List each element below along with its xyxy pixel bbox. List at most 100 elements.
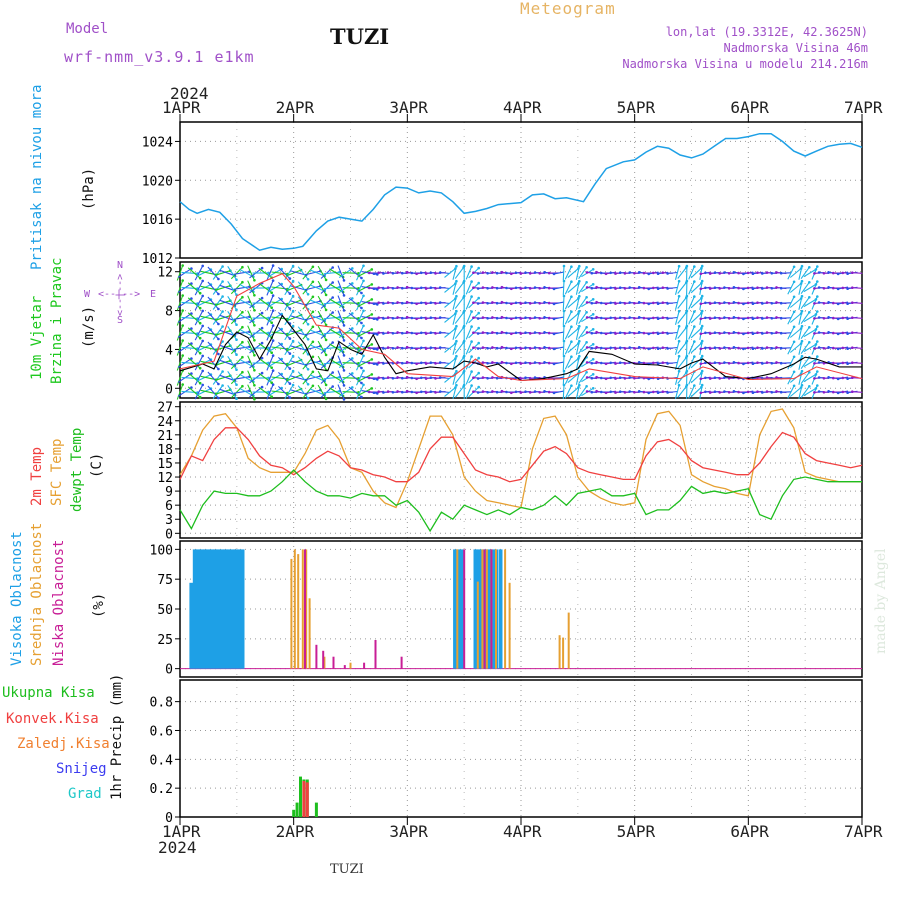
wind-arrow-head (841, 376, 845, 380)
cloud-bar (476, 581, 479, 669)
wind-arrow (454, 342, 465, 354)
wind-arrow-head (217, 322, 220, 326)
wind-arrow-head (476, 332, 480, 335)
wind-arrow-head (267, 390, 270, 394)
station-title: TUZI (330, 24, 390, 49)
wind-arrow-head (472, 316, 475, 320)
wind-arrow (329, 328, 344, 338)
wind-arrow-head (813, 272, 816, 275)
wind-arrow-head (476, 377, 480, 380)
wind-arrow-head (382, 302, 385, 305)
wind-arrow-head (372, 362, 376, 366)
wind-arrow (567, 267, 579, 279)
wind-arrow-head (832, 316, 835, 320)
wind-arrow (176, 265, 184, 281)
y-tick-label: 100 (150, 543, 173, 558)
wind-arrow-head (311, 340, 315, 344)
wind-arrow-head (775, 286, 778, 289)
temp-label-1: 2m Temp (29, 446, 45, 506)
wind-arrow (290, 270, 307, 276)
wind-arrow-head (391, 377, 395, 380)
wind-arrow-head (647, 287, 650, 291)
wind-arrow (667, 271, 678, 275)
wind-arrow-head (737, 316, 740, 320)
wind-arrow-head (267, 271, 270, 275)
wind-arrow (212, 296, 224, 310)
cloud-bar (199, 549, 204, 669)
wind-arrow-head (401, 301, 404, 305)
wind-arrow (214, 270, 231, 276)
wind-arrow-head (677, 309, 681, 313)
wind-arrow (690, 267, 702, 279)
wind-arrow-head (713, 346, 717, 350)
wind-arrow (309, 299, 325, 307)
x-label-top: 5APR (616, 98, 656, 117)
wind-arrow (196, 314, 212, 322)
wind-arrow-head (538, 347, 541, 350)
wind-arrow (674, 296, 680, 310)
wind-arrow (309, 388, 325, 396)
wind-arrow-head (652, 286, 655, 290)
wind-arrow-head (836, 332, 840, 336)
wind-arrow (667, 346, 678, 350)
x-label-top: 3APR (389, 98, 428, 117)
wind-arrow-head (746, 346, 750, 350)
wind-arrow-head (836, 317, 840, 321)
compass-n: N (117, 260, 124, 271)
wind-arrow-head (424, 347, 428, 350)
wind-arrow (452, 341, 457, 355)
wind-arrow-head (221, 384, 224, 387)
wind-arrow-head (396, 316, 399, 319)
wind-arrow (440, 301, 451, 305)
wind-arrow (214, 315, 231, 321)
wind-arrow-head (510, 302, 513, 306)
wind-arrow (348, 342, 362, 354)
y-tick-label: 21 (157, 429, 173, 444)
wind-arrow-head (410, 316, 414, 320)
wind-arrow-head (562, 324, 566, 328)
wind-arrow-head (836, 347, 840, 351)
wind-arrow (564, 311, 572, 325)
compass-w: W (84, 289, 91, 300)
cloud-bar (476, 549, 481, 669)
wind-arrow-head (424, 332, 428, 335)
wind-arrow-head (396, 390, 399, 393)
wind-arrow (317, 340, 327, 356)
wind-arrow-head (677, 279, 681, 283)
wind-arrow (454, 327, 465, 339)
wind-arrow-head (370, 343, 374, 346)
wind-arrow-head (360, 306, 363, 310)
wind-arrow (317, 295, 327, 311)
wind-arrow-head (481, 286, 485, 289)
wind-arrow-head (851, 331, 854, 335)
wind-arrow-head (595, 360, 598, 364)
wind-arrow-head (727, 391, 731, 394)
wind-arrow-head (253, 354, 256, 357)
wind-arrow-head (472, 271, 475, 275)
wind-arrow (465, 266, 473, 280)
wind-arrow-head (514, 390, 518, 394)
wind-arrow (266, 325, 274, 341)
wind-arrow-head (547, 286, 551, 290)
wind-arrow-head (591, 328, 595, 331)
wind-arrow (440, 331, 451, 335)
pressure-label: Pritisak na nivou mora (29, 84, 45, 270)
wind-arrow-head (851, 271, 854, 275)
wind-arrow-head (481, 271, 485, 274)
wind-arrow-head (637, 271, 641, 274)
wind-arrow-head (800, 354, 804, 358)
wind-arrow-head (637, 390, 641, 393)
wind-arrow-head (538, 332, 541, 335)
wind-arrow-head (585, 281, 588, 284)
wind-arrow-head (727, 362, 731, 365)
wind-arrow-head (528, 272, 532, 275)
wind-arrow (187, 282, 201, 294)
wind-arrow (212, 326, 224, 340)
wind-arrow-head (808, 266, 811, 269)
wind-arrow-head (267, 301, 270, 305)
wind-arrow (176, 310, 184, 326)
wind-arrow-head (756, 346, 759, 350)
wind-arrow-head (666, 391, 669, 394)
wind-arrow (348, 357, 362, 369)
